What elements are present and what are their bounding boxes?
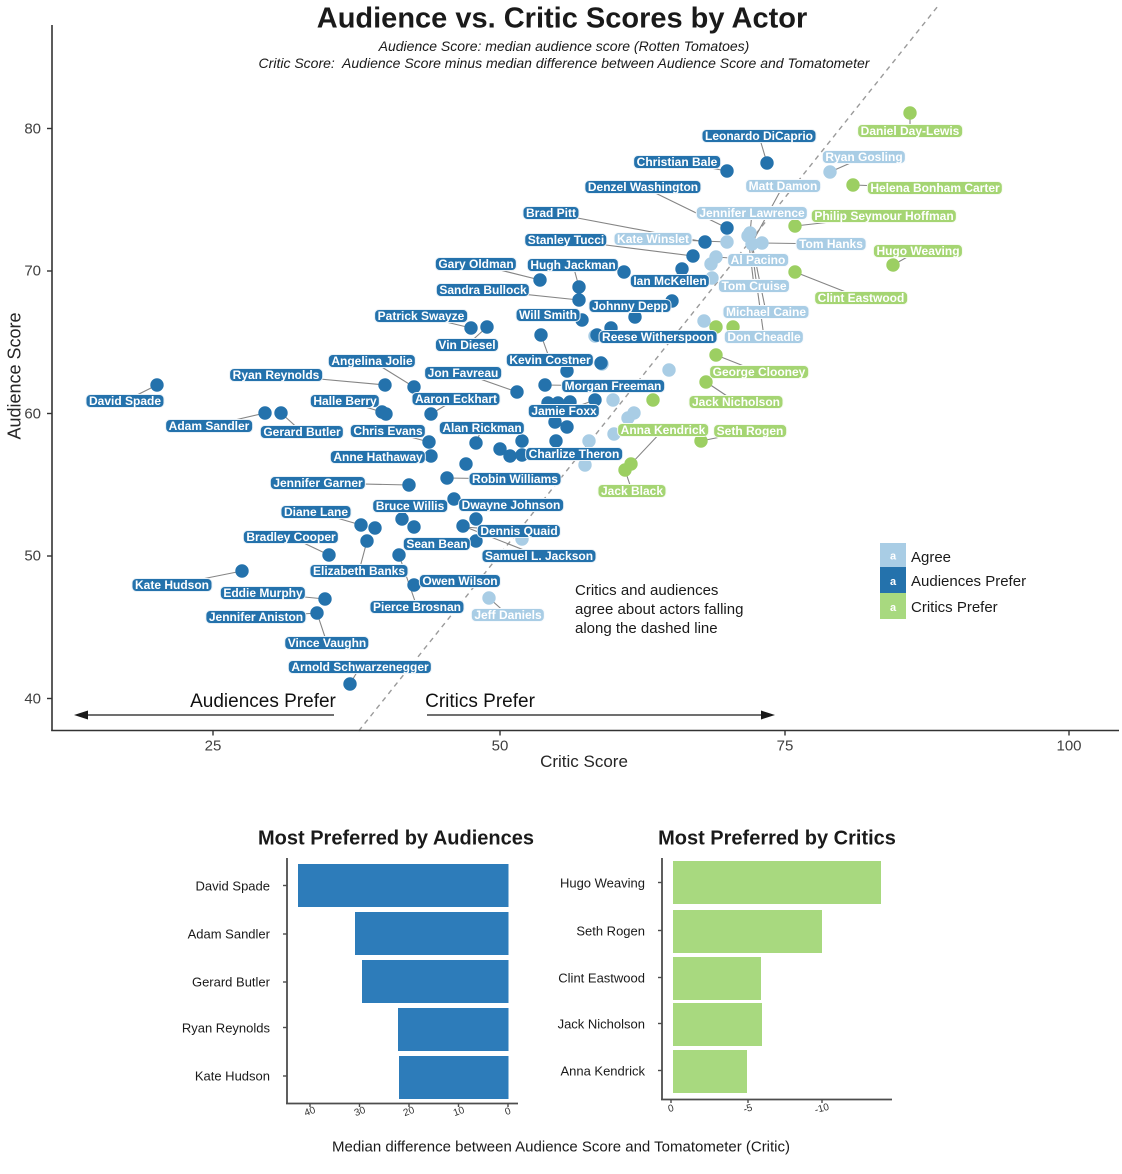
svg-text:a: a xyxy=(890,576,897,588)
svg-text:a: a xyxy=(890,551,897,563)
svg-text:a: a xyxy=(890,602,897,614)
